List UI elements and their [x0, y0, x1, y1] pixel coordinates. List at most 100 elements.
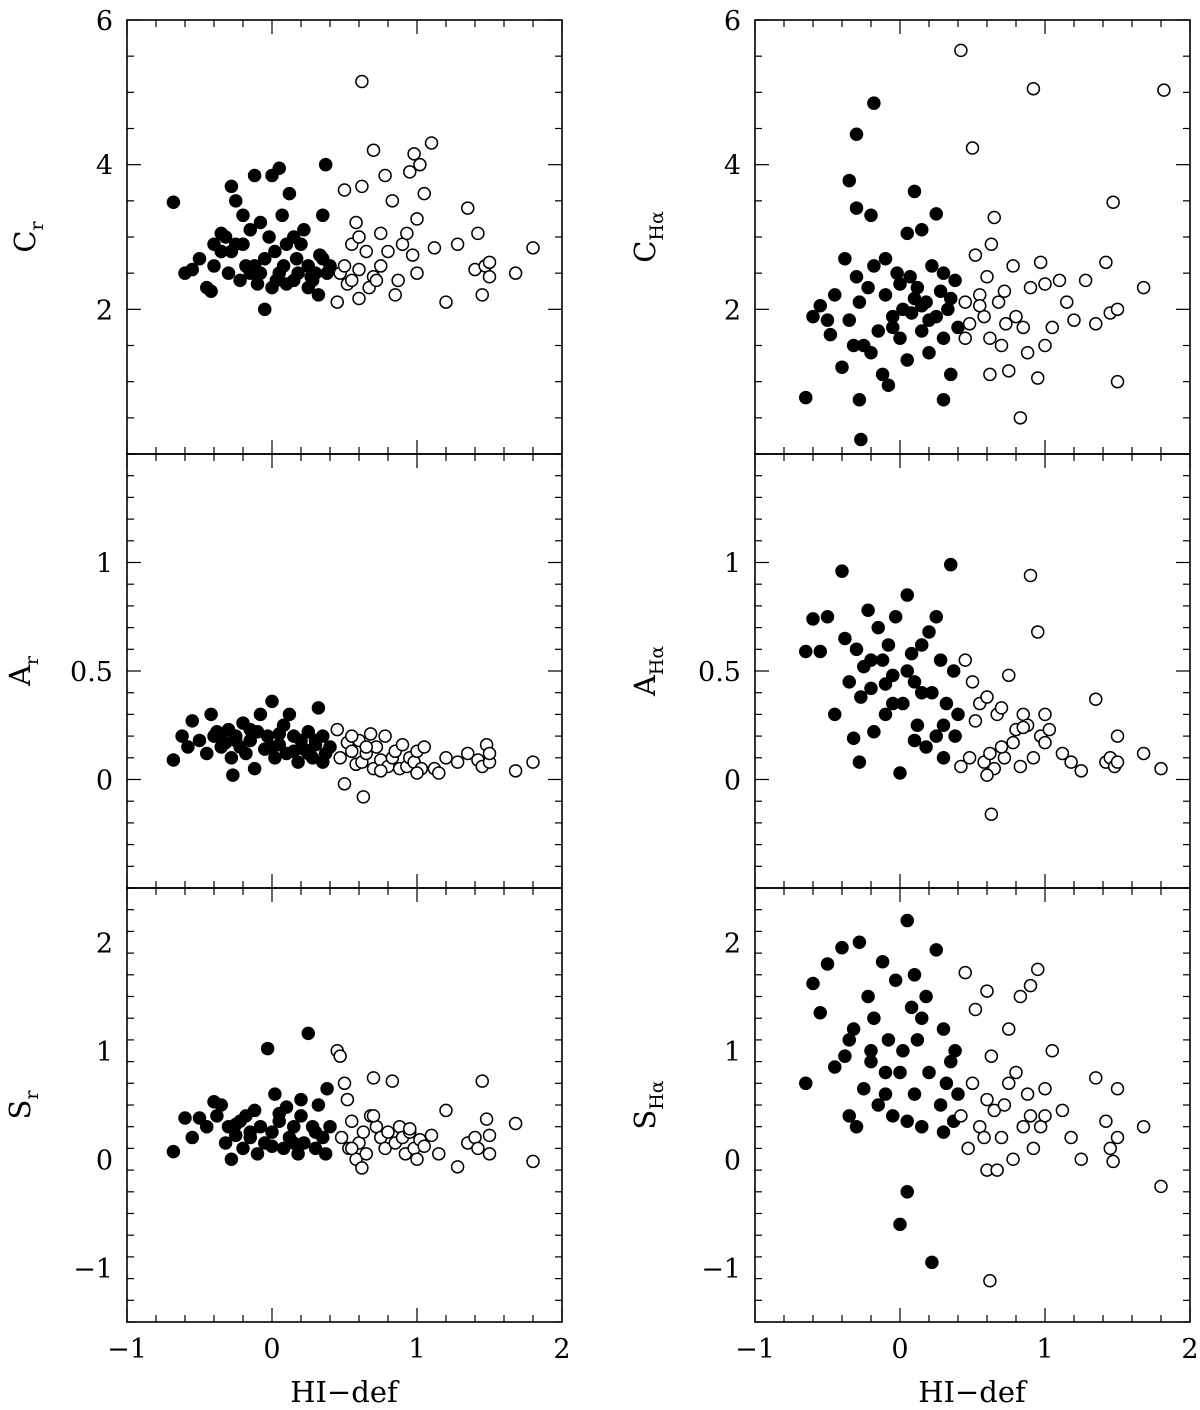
data-point-filled [265, 1139, 279, 1153]
data-point-filled [192, 251, 207, 266]
data-point-filled [922, 625, 936, 639]
panel-sha: −1 0 1 2 −1 0 1 2 SHα [628, 887, 1199, 1365]
data-point-filled [852, 393, 867, 407]
x-axis-label-right: HI−def [918, 1375, 1028, 1409]
data-point-filled [886, 668, 900, 683]
data-point-filled [881, 638, 896, 652]
data-point-open [482, 1128, 497, 1143]
data-point-filled [192, 1111, 207, 1125]
data-point-open [1038, 1109, 1052, 1123]
y-tick-label: 6 [724, 6, 741, 37]
data-point-open [1009, 309, 1023, 324]
data-point-open [405, 248, 420, 262]
data-point-filled [200, 1119, 214, 1134]
data-point-open [410, 1152, 424, 1166]
data-point-open [983, 1274, 997, 1288]
data-point-filled [799, 390, 813, 405]
data-point-open [330, 722, 344, 737]
data-point-open [432, 1147, 446, 1161]
data-point-open [1074, 1152, 1088, 1166]
data-point-filled [250, 277, 265, 291]
data-point-filled [304, 270, 318, 284]
y-tick-label: 0.5 [70, 657, 113, 688]
y-tick-label: 4 [724, 151, 741, 182]
data-point-open [968, 714, 983, 728]
data-point-filled [904, 306, 919, 320]
data-point-open [1020, 1087, 1035, 1101]
data-point-filled [907, 968, 922, 982]
data-point-open [1026, 751, 1041, 765]
data-point-open [439, 751, 453, 765]
data-point-open [1038, 277, 1052, 291]
data-point-filled [265, 740, 279, 754]
data-point-filled [890, 266, 904, 280]
data-point-open [1106, 195, 1120, 210]
y-tick-label: 0 [724, 1145, 741, 1176]
data-point-filled [842, 173, 856, 188]
data-point-filled [867, 1011, 881, 1025]
data-point-open [1045, 1044, 1059, 1058]
data-point-filled [175, 729, 189, 743]
data-point-open [1016, 720, 1030, 735]
data-point-filled [297, 223, 311, 237]
data-point-open [962, 317, 977, 331]
data-point-open [997, 751, 1012, 765]
data-point-filled [224, 751, 239, 765]
y-tick-label: 1 [96, 549, 113, 580]
data-point-open [958, 653, 972, 667]
data-point-open [1013, 411, 1028, 425]
data-point-filled [258, 251, 272, 266]
data-point-filled [253, 707, 268, 722]
data-point-filled [951, 1087, 965, 1101]
data-point-filled [900, 1185, 914, 1199]
data-point-open [1157, 83, 1171, 97]
y-tick-label: −1 [73, 1254, 113, 1285]
data-point-open [990, 1163, 1004, 1177]
data-point-filled [247, 1103, 262, 1118]
data-point-open [954, 759, 968, 774]
data-point-open [983, 367, 997, 382]
x-tick-label: 0 [891, 1334, 908, 1365]
panel-aha: 0 0.5 1 AHα [628, 453, 1191, 889]
data-point-filled [287, 230, 301, 244]
data-point-open [508, 764, 523, 778]
y-tick-label: 2 [724, 928, 741, 959]
data-point-filled [893, 766, 907, 780]
data-point-filled [253, 215, 268, 230]
data-point-open [980, 768, 994, 782]
data-point-open [345, 744, 359, 759]
data-point-filled [849, 642, 864, 657]
data-point-open [1002, 364, 1016, 378]
data-point-filled [813, 298, 827, 313]
data-point-filled [854, 690, 868, 704]
data-point-open [439, 1103, 453, 1118]
data-point-open [968, 1002, 983, 1017]
data-point-filled [915, 638, 929, 652]
data-point-open [954, 1109, 968, 1123]
data-point-filled [849, 127, 864, 142]
y-tick-label: 0 [96, 1145, 113, 1176]
data-point-open [349, 215, 363, 230]
data-point-filled [229, 237, 243, 251]
data-point-open [356, 1125, 371, 1139]
data-point-filled [185, 262, 199, 277]
data-point-filled [886, 1109, 900, 1123]
data-point-filled [904, 646, 919, 661]
data-point-open [333, 1049, 347, 1063]
data-point-open [1103, 1141, 1117, 1156]
data-point-open [1110, 755, 1125, 769]
data-point-filled [287, 1119, 301, 1134]
data-point-open [424, 1128, 439, 1143]
data-point-open [427, 241, 442, 255]
panel-sr: −1 0 1 2 −1 0 1 2 Sr [3, 887, 571, 1365]
data-point-filled [258, 302, 272, 317]
data-point-open [1033, 255, 1048, 270]
y-tick-label: 0 [96, 766, 113, 797]
data-point-filled [272, 1106, 286, 1121]
data-point-filled [289, 251, 304, 266]
data-point-filled [951, 320, 965, 335]
y-axis-label: Ar [3, 655, 43, 687]
data-point-filled [896, 1044, 910, 1058]
y-tick-label: 1 [724, 549, 741, 580]
data-point-open [968, 248, 983, 262]
